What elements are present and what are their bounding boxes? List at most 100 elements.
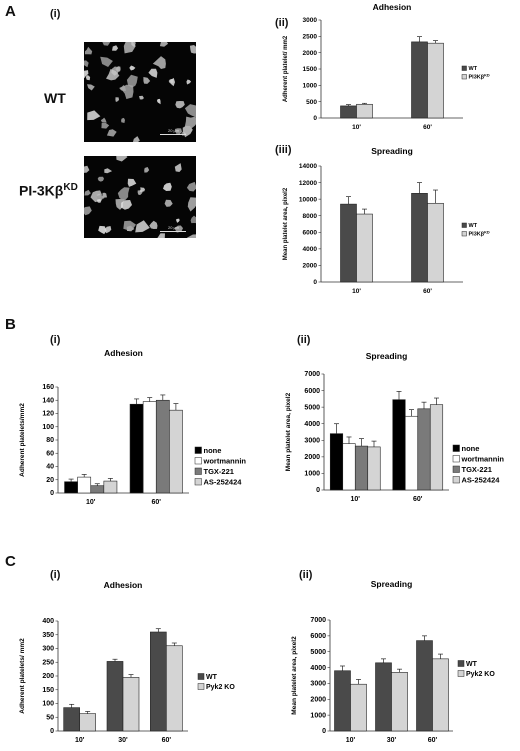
y-tick-label: 6000 <box>310 633 326 640</box>
y-tick-label: 5000 <box>310 649 326 656</box>
y-tick-label: 140 <box>42 397 54 404</box>
platelet-shape <box>184 116 196 130</box>
platelet-shape <box>186 234 196 238</box>
chart-title: Spreading <box>371 146 413 156</box>
platelet-shape <box>102 192 107 198</box>
y-tick-label: 2000 <box>310 696 326 703</box>
legend-swatch <box>461 222 467 228</box>
legend-swatch <box>194 446 202 454</box>
platelet-shape <box>186 79 192 85</box>
platelet-shape <box>84 165 90 173</box>
subpanel-label-a-iii: (iii) <box>275 144 292 156</box>
chart-svg: Spreading Mean platelet area, pixel2 0 2000… <box>283 146 490 295</box>
platelet-shape <box>126 74 138 88</box>
platelet-shape <box>116 156 128 162</box>
x-tick-label: 10' <box>352 124 361 131</box>
y-tick-label: 0 <box>316 487 320 494</box>
chart-b-i-adhesion: Adhesion Adherent platelets/mm2 0 20 40 60 80 1… <box>0 342 262 507</box>
x-tick-label: 60' <box>162 737 172 744</box>
x-tick-label: 10' <box>352 288 361 295</box>
y-tick-label: 0 <box>50 490 54 497</box>
y-tick-label: 500 <box>306 99 317 106</box>
bar <box>90 485 105 494</box>
legend-swatch <box>197 673 205 680</box>
platelet-shape <box>139 95 144 100</box>
x-tick-label: 60' <box>428 737 438 744</box>
platelet-shape <box>98 225 107 235</box>
legend-label: Pyk2 KO <box>466 671 495 678</box>
y-tick-label: 7000 <box>310 617 326 624</box>
bar <box>122 677 140 732</box>
y-tick-label: 350 <box>42 632 54 639</box>
platelet-shape <box>143 77 151 84</box>
y-tick-label: 2500 <box>303 34 318 41</box>
platelet-shape <box>175 218 180 223</box>
platelet-shape <box>84 189 91 196</box>
y-axis-label: Mean platelet area, pixel2 <box>291 636 298 715</box>
y-tick-label: 6000 <box>304 388 320 395</box>
legend-label: WT <box>469 66 478 72</box>
y-tick-label: 0 <box>50 728 54 735</box>
y-tick-label: 2000 <box>303 263 318 270</box>
bar <box>356 103 373 119</box>
y-tick-label: 4000 <box>310 665 326 672</box>
chart-title: Adhesion <box>373 2 412 12</box>
platelet-shape <box>87 110 101 121</box>
chart-svg: Adhesion Adherent platelets/ mm2 0 50 100 150… <box>19 580 235 744</box>
x-tick-label: 10' <box>75 737 85 744</box>
bar <box>417 408 431 491</box>
micrograph-pi3k-kd-cells <box>84 156 196 238</box>
subpanel-label-c-i: (i) <box>50 569 61 581</box>
platelet-shape <box>186 181 196 192</box>
platelet-shape <box>84 60 89 68</box>
bar <box>392 399 406 491</box>
platelet-shape <box>87 84 95 91</box>
platelet-shape <box>106 129 117 137</box>
platelet-shape <box>100 117 107 123</box>
genotype-label-wt: WT <box>44 90 66 106</box>
y-axis-label: Adherent platelet/ mm2 <box>283 35 289 102</box>
y-tick-label: 3000 <box>303 17 318 24</box>
bar <box>169 409 183 494</box>
y-tick-label: 3000 <box>310 681 326 688</box>
legend-label: AS-252424 <box>204 478 243 487</box>
y-tick-label: 300 <box>42 646 54 653</box>
y-tick-label: 200 <box>42 673 54 680</box>
legend-label: PI3KβKD <box>469 74 490 81</box>
y-tick-label: 14000 <box>299 163 317 170</box>
platelet-shape <box>127 178 137 187</box>
y-tick-label: 1500 <box>303 66 318 73</box>
legend-swatch <box>197 683 205 690</box>
y-tick-label: 400 <box>42 618 54 625</box>
x-tick-label: 60' <box>152 499 162 506</box>
platelet-shape <box>104 226 112 234</box>
bar <box>103 480 118 494</box>
platelet-shape <box>102 42 111 46</box>
x-tick-label: 60' <box>413 496 423 503</box>
y-tick-label: 1000 <box>304 471 320 478</box>
chart-svg: Spreading Mean platelet area, pixel2 0 1000… <box>291 579 495 744</box>
platelet-shape <box>175 101 185 109</box>
platelet-shape <box>174 225 183 233</box>
bar <box>375 662 392 732</box>
platelet-shape <box>123 220 136 232</box>
platelet-shape <box>164 199 173 207</box>
bar <box>155 399 170 494</box>
y-tick-label: 3000 <box>304 437 320 444</box>
subpanel-label-b-i: (i) <box>50 334 61 346</box>
panel-label-c: C <box>5 553 16 570</box>
legend-label: none <box>204 446 222 455</box>
platelet-shape <box>84 206 92 216</box>
legend-swatch <box>461 231 467 237</box>
legend-label: none <box>462 444 480 453</box>
platelet-shape <box>84 70 89 79</box>
platelet-shape <box>149 220 158 229</box>
platelet-shape <box>121 200 132 210</box>
platelet-shape <box>184 104 196 118</box>
bar <box>79 713 96 732</box>
legend-label: AS-252424 <box>462 476 501 485</box>
platelet-shape <box>117 187 130 202</box>
bar <box>63 707 80 732</box>
y-tick-label: 1000 <box>303 83 318 90</box>
